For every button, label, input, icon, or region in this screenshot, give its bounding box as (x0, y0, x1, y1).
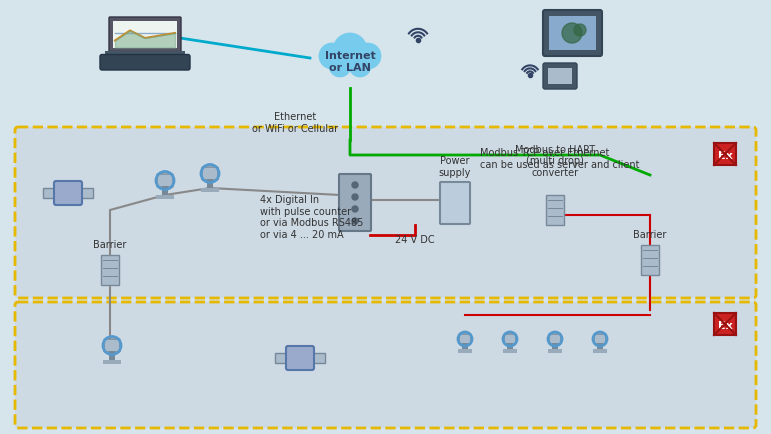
Bar (162, 186, 168, 199)
FancyBboxPatch shape (549, 334, 561, 344)
Bar (113, 21, 177, 47)
FancyBboxPatch shape (15, 127, 756, 298)
Circle shape (320, 44, 344, 68)
Circle shape (330, 56, 350, 76)
Text: Barrier: Barrier (93, 240, 126, 250)
Circle shape (356, 44, 380, 68)
Bar (109, 351, 115, 364)
Text: Barrier: Barrier (633, 230, 667, 240)
Circle shape (562, 23, 582, 43)
FancyBboxPatch shape (286, 346, 314, 370)
Bar (207, 179, 213, 192)
Bar (503, 349, 517, 353)
FancyBboxPatch shape (459, 334, 471, 344)
FancyBboxPatch shape (104, 339, 120, 352)
Bar (548, 68, 572, 84)
Bar (597, 343, 603, 352)
FancyBboxPatch shape (202, 167, 218, 180)
Text: Internet
or LAN: Internet or LAN (325, 51, 375, 73)
FancyBboxPatch shape (504, 334, 516, 344)
Circle shape (574, 24, 586, 36)
Text: Ethernet
or WiFi or Cellular: Ethernet or WiFi or Cellular (252, 112, 338, 134)
Bar (593, 349, 607, 353)
Bar (552, 343, 558, 352)
Text: Modbus to HART
(multi drop)
converter: Modbus to HART (multi drop) converter (515, 145, 595, 178)
Bar (714, 313, 736, 335)
Circle shape (334, 34, 366, 66)
FancyBboxPatch shape (440, 182, 470, 224)
Text: Ex: Ex (718, 151, 732, 161)
Bar (714, 143, 736, 165)
Bar (201, 188, 219, 192)
Bar (275, 353, 325, 363)
Bar (546, 195, 564, 225)
Bar (641, 245, 659, 275)
FancyBboxPatch shape (594, 334, 606, 344)
FancyBboxPatch shape (543, 10, 602, 56)
Bar (103, 360, 121, 364)
Bar (101, 255, 119, 285)
FancyBboxPatch shape (54, 181, 82, 205)
FancyBboxPatch shape (109, 17, 181, 52)
Text: Ex: Ex (718, 321, 732, 331)
FancyBboxPatch shape (15, 302, 756, 428)
Circle shape (352, 218, 358, 224)
Text: Modbus TCP over Ethernet
can be used as server and client: Modbus TCP over Ethernet can be used as … (480, 148, 639, 170)
Bar (548, 349, 562, 353)
Circle shape (352, 194, 358, 200)
Text: 24 V DC: 24 V DC (396, 235, 435, 245)
Bar (462, 343, 468, 352)
Bar (156, 195, 174, 199)
FancyBboxPatch shape (157, 174, 173, 187)
Circle shape (352, 182, 358, 188)
Circle shape (350, 56, 370, 76)
Bar (458, 349, 472, 353)
Circle shape (352, 206, 358, 212)
Text: Power
supply: Power supply (439, 156, 471, 178)
Bar (105, 50, 185, 56)
FancyBboxPatch shape (543, 63, 577, 89)
Bar (549, 16, 596, 50)
FancyBboxPatch shape (100, 55, 190, 70)
Bar (43, 188, 93, 198)
Bar (507, 343, 513, 352)
FancyBboxPatch shape (339, 174, 371, 231)
Text: 4x Digital In
with pulse counter
or via Modbus RS485
or via 4 ... 20 mA: 4x Digital In with pulse counter or via … (260, 195, 363, 240)
